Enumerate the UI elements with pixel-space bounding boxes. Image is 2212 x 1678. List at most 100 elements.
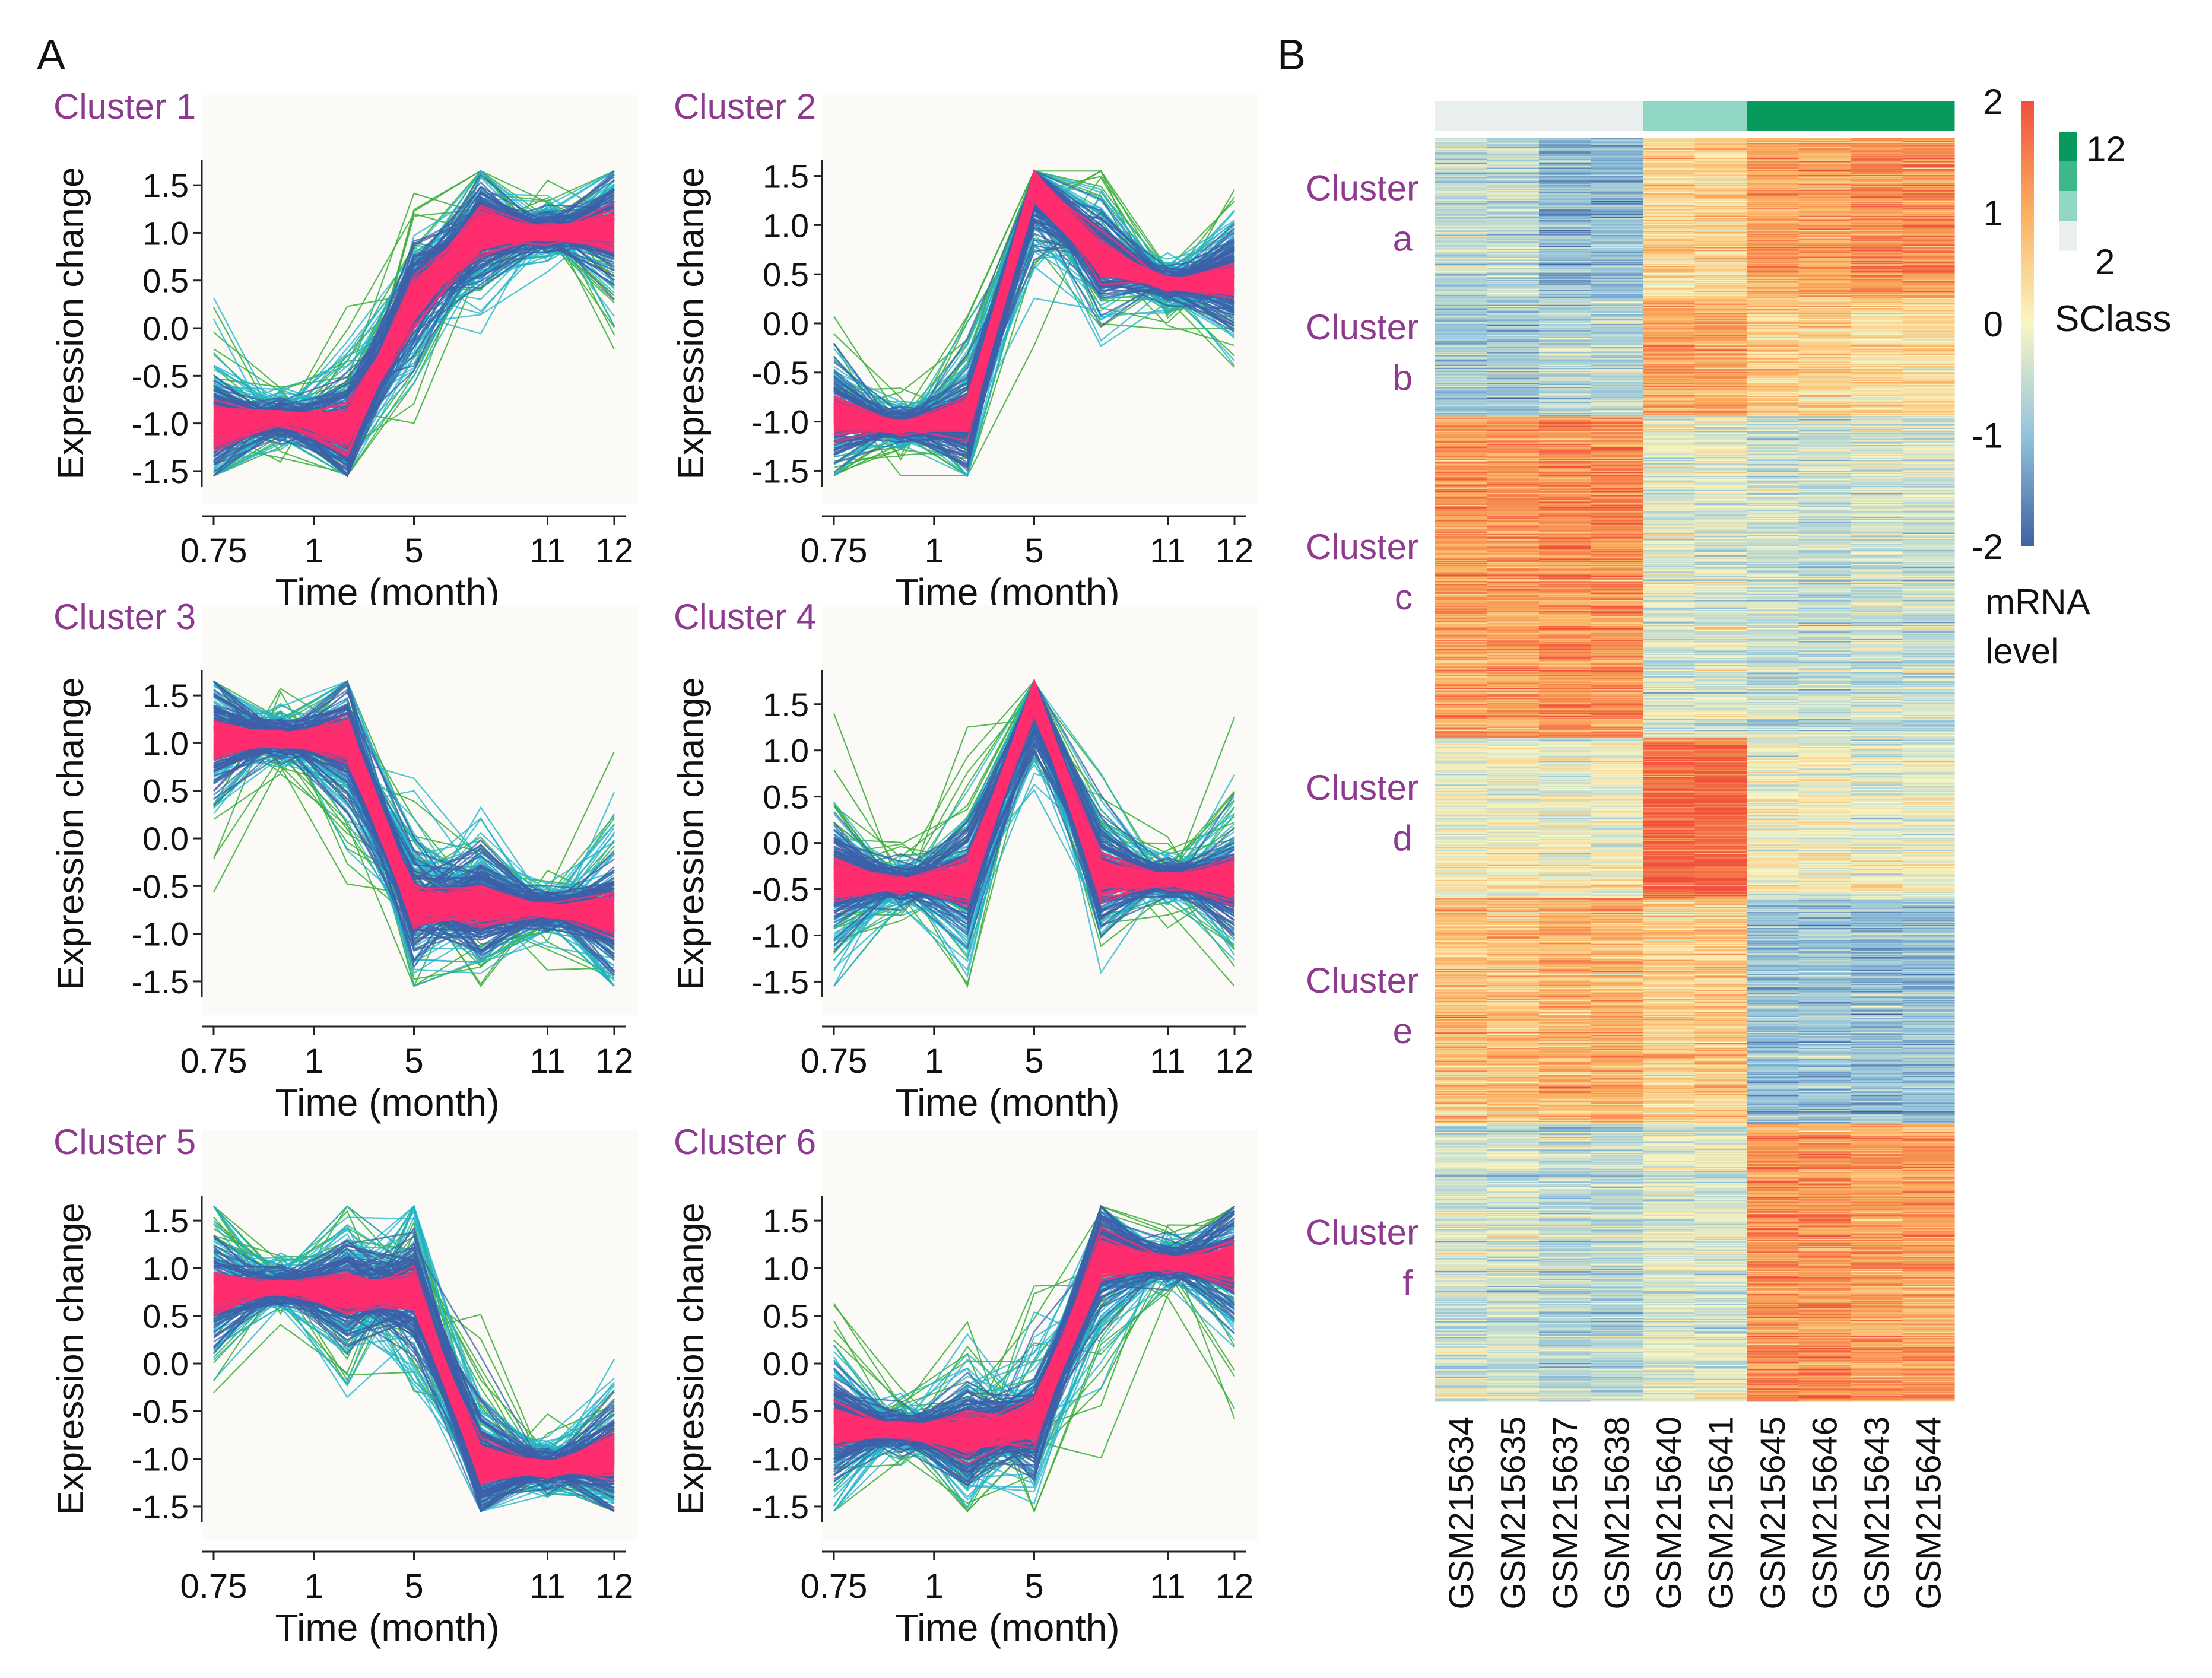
y-tick-label: 0.0 — [763, 825, 809, 862]
x-tick-label: 12 — [1216, 532, 1254, 570]
x-tick-label: 12 — [1216, 1042, 1254, 1080]
x-tick-label: 5 — [404, 532, 423, 570]
y-tick-label: 0.0 — [763, 1345, 809, 1383]
panel-label-b: B — [1277, 31, 1306, 79]
y-tick-label: 0.5 — [142, 262, 189, 300]
x-tick-label: 0.75 — [801, 532, 868, 570]
y-tick-label: 1.0 — [142, 724, 189, 762]
sclass-cell — [1643, 101, 1695, 131]
x-tick-label: 11 — [1150, 1567, 1185, 1606]
chart-title: Cluster 5 — [53, 1122, 196, 1162]
series-line — [213, 228, 615, 439]
x-axis-label: Time (month) — [895, 1081, 1119, 1124]
y-tick-label: 1.5 — [763, 1202, 809, 1240]
y-tick-label: -0.5 — [132, 357, 189, 395]
y-tick-label: -1.0 — [752, 1441, 810, 1478]
chart-title: Cluster 2 — [674, 87, 816, 126]
sclass-cell — [1435, 101, 1487, 131]
y-tick-label: 0.0 — [142, 310, 189, 347]
line-chart-1: Cluster 11.51.00.50.0-0.5-1.0-1.50.75 1 5 1… — [50, 87, 638, 614]
y-tick-label: 1.0 — [763, 1250, 809, 1287]
y-tick-label: -1.5 — [752, 963, 810, 1000]
y-tick-label: 0.5 — [763, 778, 809, 816]
sclass-cell — [1747, 101, 1799, 131]
sclass-cell — [1539, 101, 1591, 131]
y-tick-label: 1.5 — [142, 1202, 189, 1240]
plot-background — [822, 605, 1258, 1015]
y-axis-label: Expression change — [671, 677, 712, 990]
y-tick-label: -1.0 — [132, 916, 189, 953]
y-axis-label: Expression change — [671, 167, 712, 479]
y-tick-label: 1.0 — [142, 1250, 189, 1287]
x-tick-label: 12 — [595, 1042, 634, 1080]
sclass-cell — [1591, 101, 1643, 131]
y-tick-label: -0.5 — [752, 354, 810, 392]
x-tick-label: 5 — [404, 1042, 423, 1080]
x-tick-label: 1 — [304, 1567, 323, 1606]
sclass-cell — [1902, 101, 1955, 131]
y-tick-label: 0.5 — [763, 1298, 809, 1335]
x-tick-label: 1 — [925, 1567, 944, 1606]
series-lines — [212, 169, 615, 478]
y-tick-label: 0.0 — [142, 1345, 189, 1383]
y-tick-label: 1.5 — [142, 167, 189, 204]
sclass-bar — [1435, 101, 1955, 131]
heatmap-cluster-b — [1435, 298, 1955, 417]
y-tick-label: -1.5 — [752, 452, 810, 490]
heatmap-cluster-a — [1435, 138, 1955, 299]
x-tick-label: 5 — [1024, 1042, 1043, 1080]
line-chart-3: Cluster 31.51.00.50.0-0.5-1.0-1.50.75 1 5 1… — [50, 597, 638, 1124]
x-tick-label: 5 — [1024, 1567, 1043, 1606]
chart-title: Cluster 6 — [674, 1122, 816, 1162]
x-tick-label: 5 — [1024, 532, 1043, 570]
x-tick-label: 0.75 — [180, 532, 247, 570]
line-chart-2: Cluster 21.51.00.50.0-0.5-1.0-1.50.75 1 5 1… — [671, 87, 1258, 614]
y-tick-label: 1.5 — [763, 158, 809, 195]
x-tick-label: 11 — [529, 1567, 565, 1606]
x-tick-label: 12 — [595, 532, 634, 570]
y-tick-label: -0.5 — [132, 867, 189, 905]
y-tick-label: 1.5 — [142, 677, 189, 714]
y-tick-label: 0.0 — [763, 305, 809, 342]
line-chart-6: Cluster 6 1.5 1.0 0.5 0.0 -0.5 -1.0 -1.5 0.75 1 5 1… — [671, 1122, 1258, 1649]
y-axis-label: Expression change — [50, 167, 91, 479]
chart-title: Cluster 4 — [674, 597, 816, 637]
x-tick-label: 0.75 — [801, 1042, 868, 1080]
x-axis-label: Time (month) — [895, 1606, 1119, 1649]
chart-title: Cluster 1 — [53, 87, 196, 126]
x-tick-label: 12 — [1216, 1567, 1254, 1606]
y-tick-label: 0.5 — [142, 773, 189, 810]
y-tick-label: -0.5 — [752, 1393, 810, 1430]
chart-title: Cluster 3 — [53, 597, 196, 637]
y-axis-label: Expression change — [50, 1202, 91, 1515]
x-axis-label: Time (month) — [275, 1081, 499, 1124]
x-tick-label: 11 — [529, 1042, 565, 1080]
x-tick-label: 0.75 — [801, 1567, 868, 1606]
x-axis-label: Time (month) — [275, 1606, 499, 1649]
y-tick-label: 0.5 — [142, 1298, 189, 1335]
y-tick-label: 0.0 — [142, 820, 189, 857]
sclass-cell — [1487, 101, 1540, 131]
y-tick-label: -1.0 — [132, 1441, 189, 1478]
y-tick-label: -1.0 — [132, 405, 189, 443]
x-tick-label: 1 — [925, 1042, 944, 1080]
y-tick-label: -0.5 — [132, 1393, 189, 1430]
x-tick-label: 12 — [595, 1567, 634, 1606]
x-tick-label: 11 — [1150, 1042, 1185, 1080]
x-tick-label: 11 — [529, 532, 565, 570]
y-tick-label: -1.5 — [132, 963, 189, 1000]
x-tick-label: 1 — [925, 532, 944, 570]
y-tick-label: 1.0 — [763, 732, 809, 770]
sclass-cell — [1798, 101, 1851, 131]
x-tick-label: 11 — [1150, 532, 1185, 570]
series-lines — [833, 169, 1235, 478]
panel-label-a: A — [37, 31, 66, 79]
series-line — [213, 233, 615, 434]
x-tick-label: 0.75 — [180, 1042, 247, 1080]
y-tick-label: 0.5 — [763, 256, 809, 293]
y-tick-label: -1.5 — [752, 1488, 810, 1526]
y-tick-label: -1.0 — [752, 403, 810, 441]
line-chart-5: Cluster 51.51.00.50.0-0.5-1.0-1.50.75 1 5 1… — [50, 1122, 638, 1649]
